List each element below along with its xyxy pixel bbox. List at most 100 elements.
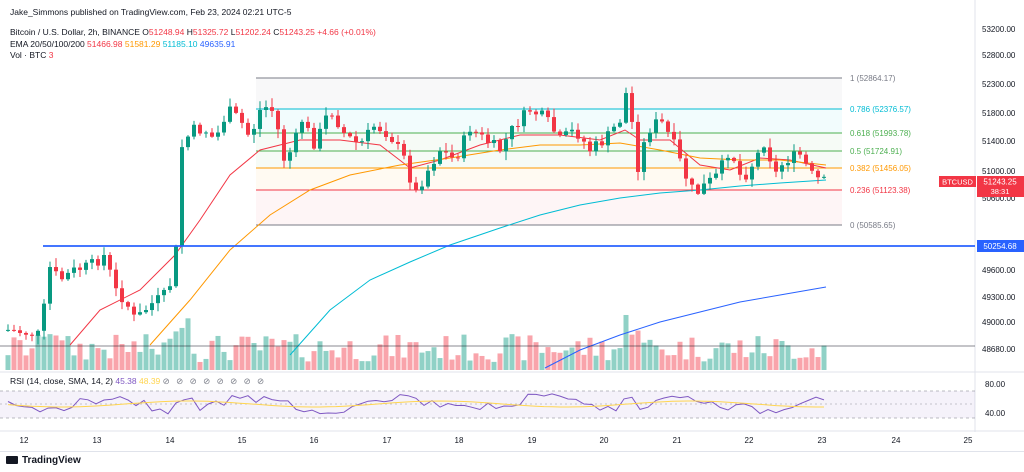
candle[interactable] [720,160,724,174]
candle[interactable] [246,122,250,135]
candle[interactable] [564,131,568,135]
candle[interactable] [654,119,658,133]
candle[interactable] [390,136,394,142]
candle[interactable] [192,124,196,137]
candle[interactable] [444,151,448,153]
candle[interactable] [48,267,52,304]
candle[interactable] [678,139,682,159]
candle[interactable] [102,254,106,266]
candle[interactable] [714,173,718,178]
candle[interactable] [804,154,808,164]
candle[interactable] [108,254,112,270]
candle[interactable] [12,329,16,331]
fibonacci-retracement[interactable] [256,77,842,226]
candle[interactable] [642,142,646,172]
candle[interactable] [198,124,202,134]
candle[interactable] [144,310,148,313]
candle[interactable] [306,121,310,128]
candle[interactable] [84,262,88,270]
candle[interactable] [582,138,586,142]
candle[interactable] [762,147,766,153]
candle[interactable] [276,110,280,130]
candle[interactable] [522,110,526,127]
candle[interactable] [60,271,64,280]
candle[interactable] [786,163,790,166]
candle[interactable] [816,170,820,178]
candle[interactable] [504,139,508,152]
candle[interactable] [384,131,388,137]
candle[interactable] [24,332,28,335]
candle[interactable] [792,151,796,164]
candle[interactable] [330,115,334,117]
candle[interactable] [204,132,208,134]
candle[interactable] [396,141,400,144]
candle[interactable] [366,129,370,142]
candle[interactable] [168,286,172,290]
candle[interactable] [726,157,730,161]
candle[interactable] [120,288,124,303]
candle[interactable] [768,147,772,162]
candle[interactable] [606,131,610,146]
candle[interactable] [480,132,484,135]
candle[interactable] [300,121,304,133]
candle[interactable] [744,174,748,180]
candle[interactable] [456,157,460,159]
candle[interactable] [534,111,538,115]
candle[interactable] [180,147,184,247]
tradingview-logo[interactable]: TradingView [6,455,81,466]
candle[interactable] [348,133,352,137]
candle[interactable] [78,267,82,270]
candle[interactable] [270,107,274,111]
candle[interactable] [342,127,346,134]
candle[interactable] [426,170,430,187]
candle[interactable] [450,152,454,158]
candle[interactable] [234,106,238,113]
candle[interactable] [258,110,262,129]
candle[interactable] [174,246,178,287]
candle[interactable] [510,126,514,140]
candle[interactable] [72,267,76,273]
candle[interactable] [612,126,616,132]
rsi-legend[interactable]: RSI (14, close, SMA, 14, 2) 45.38 48.39 … [10,376,266,386]
candle[interactable] [498,140,502,152]
candle[interactable] [42,303,46,331]
candle[interactable] [708,177,712,184]
candle[interactable] [252,128,256,135]
candle[interactable] [420,186,424,191]
candle[interactable] [6,329,10,331]
candle[interactable] [294,132,298,153]
candle[interactable] [672,131,676,140]
candle[interactable] [408,155,412,183]
candlesticks[interactable] [6,86,826,345]
candle[interactable] [402,143,406,156]
candle[interactable] [186,136,190,148]
candle[interactable] [780,165,784,172]
candle[interactable] [312,127,316,149]
candle[interactable] [414,182,418,191]
candle[interactable] [156,295,160,304]
candle[interactable] [660,119,664,122]
candle[interactable] [162,289,166,296]
price-chart[interactable]: 1 (52864.17) 0.786 (52376.57) 0.618 (51993… [0,0,1024,452]
candle[interactable] [474,131,478,133]
candle[interactable] [666,121,670,132]
candle[interactable] [36,330,40,336]
candle[interactable] [138,312,142,315]
candle[interactable] [570,129,574,132]
volume-legend[interactable]: Vol · BTC 3 [10,50,53,60]
candle[interactable] [528,110,532,112]
candle[interactable] [810,163,814,171]
candle[interactable] [546,110,550,118]
candle[interactable] [750,166,754,180]
candle[interactable] [18,330,22,333]
candle[interactable] [438,151,442,164]
candle[interactable] [318,128,322,149]
candle[interactable] [486,134,490,144]
candle[interactable] [648,132,652,143]
ema-legend[interactable]: EMA 20/50/100/200 51466.98 51581.29 5118… [10,39,235,49]
candle[interactable] [732,157,736,162]
candle[interactable] [96,259,100,266]
candle[interactable] [558,131,562,135]
candle[interactable] [624,93,628,123]
candle[interactable] [636,121,640,172]
